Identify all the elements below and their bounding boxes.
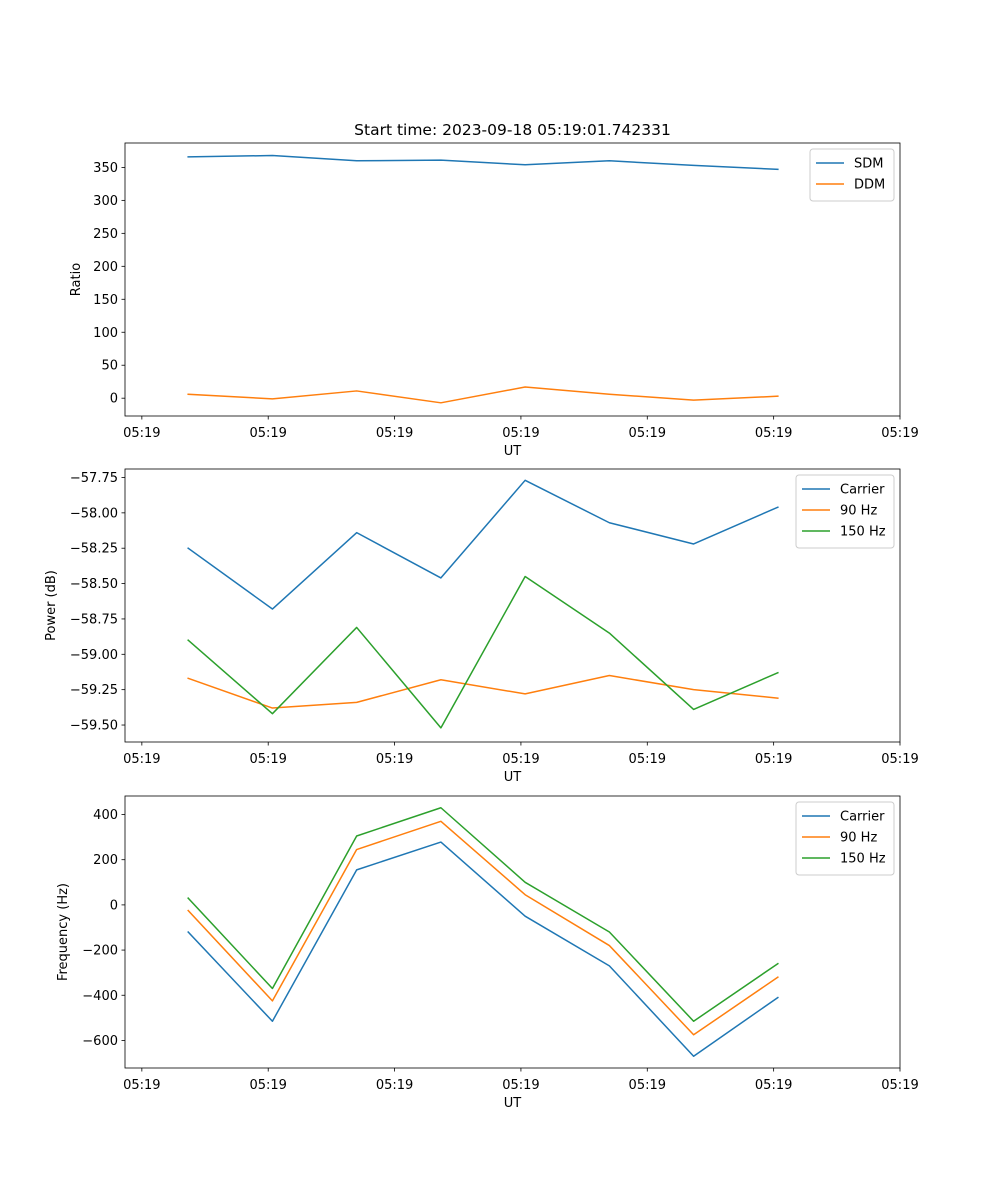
chart-title: Start time: 2023-09-18 05:19:01.742331 — [354, 121, 671, 139]
y-tick-label: −600 — [82, 1034, 118, 1049]
x-tick-label: 05:19 — [123, 1078, 160, 1093]
y-tick-label: 50 — [101, 359, 118, 374]
y-axis-label: Frequency (Hz) — [56, 883, 71, 981]
y-tick-label: 0 — [110, 392, 118, 407]
y-tick-label: −59.50 — [70, 719, 118, 734]
series-line-150-hz — [187, 575, 779, 729]
x-axis-label: UT — [504, 770, 522, 785]
series-line-90-hz — [187, 674, 779, 709]
x-tick-label: 05:19 — [755, 426, 792, 441]
legend-box — [795, 474, 895, 549]
x-tick-label: 05:19 — [502, 426, 539, 441]
y-tick-label: −59.25 — [70, 683, 118, 698]
series-line-ddm — [187, 386, 779, 404]
x-tick-label: 05:19 — [502, 1078, 539, 1093]
legend-box — [809, 148, 895, 202]
y-tick-label: 100 — [93, 326, 118, 341]
series-line-sdm — [187, 154, 779, 171]
y-tick-label: 350 — [93, 161, 118, 176]
legend-label: Carrier — [840, 810, 885, 825]
legend-label: 90 Hz — [840, 504, 877, 519]
x-tick-label: 05:19 — [249, 1078, 286, 1093]
y-axis-label: Power (dB) — [44, 570, 59, 641]
legend: Carrier 90 Hz 150 Hz — [795, 801, 895, 876]
y-axis-label: Ratio — [69, 263, 84, 296]
legend-label: SDM — [854, 157, 883, 172]
x-tick-label: 05:19 — [502, 752, 539, 767]
y-tick-label: 200 — [93, 853, 118, 868]
y-tick-label: 250 — [93, 227, 118, 242]
x-tick-label: 05:19 — [881, 752, 918, 767]
y-tick-label: −400 — [82, 989, 118, 1004]
legend-label: 150 Hz — [840, 852, 886, 867]
legend-label: Carrier — [840, 483, 885, 498]
x-tick-label: 05:19 — [755, 1078, 792, 1093]
x-tick-label: 05:19 — [249, 426, 286, 441]
y-tick-label: −57.75 — [70, 471, 118, 486]
x-tick-label: 05:19 — [755, 752, 792, 767]
x-tick-label: 05:19 — [629, 1078, 666, 1093]
legend-label: DDM — [854, 178, 885, 193]
panel-1: 05:19 05:19 05:19 05:19 05:19 05:19 05:19 0 50 10… — [69, 142, 919, 459]
y-tick-label: 400 — [93, 808, 118, 823]
y-tick-label: 0 — [110, 898, 118, 913]
series-line-150-hz — [187, 807, 779, 1022]
axes-frame — [124, 142, 901, 417]
y-tick-label: 200 — [93, 260, 118, 275]
x-tick-label: 05:19 — [629, 752, 666, 767]
legend-label: 90 Hz — [840, 831, 877, 846]
x-axis-label: UT — [504, 444, 522, 459]
series-line-carrier — [187, 479, 779, 610]
legend-label: 150 Hz — [840, 525, 886, 540]
x-tick-label: 05:19 — [376, 426, 413, 441]
panel-2: 05:19 05:19 05:19 05:19 05:19 05:19 05:19 −59.5… — [44, 468, 919, 785]
y-tick-label: 150 — [93, 293, 118, 308]
y-tick-label: −58.00 — [70, 506, 118, 521]
legend-box — [795, 801, 895, 876]
x-tick-label: 05:19 — [881, 1078, 918, 1093]
x-axis-label: UT — [504, 1096, 522, 1111]
y-tick-label: 300 — [93, 194, 118, 209]
x-tick-label: 05:19 — [123, 426, 160, 441]
x-tick-label: 05:19 — [629, 426, 666, 441]
axes-frame — [124, 468, 901, 743]
x-tick-label: 05:19 — [123, 752, 160, 767]
axes-frame — [124, 795, 901, 1069]
panel-3: 05:19 05:19 05:19 05:19 05:19 05:19 05:19 −600 −… — [56, 795, 919, 1111]
y-tick-label: −59.00 — [70, 648, 118, 663]
x-tick-label: 05:19 — [881, 426, 918, 441]
y-tick-label: −200 — [82, 944, 118, 959]
y-tick-label: −58.50 — [70, 577, 118, 592]
legend: SDM DDM — [809, 148, 895, 202]
y-tick-label: −58.75 — [70, 612, 118, 627]
series-line-carrier — [187, 841, 779, 1057]
x-tick-label: 05:19 — [376, 752, 413, 767]
series-line-90-hz — [187, 820, 779, 1036]
x-tick-label: 05:19 — [249, 752, 286, 767]
x-tick-label: 05:19 — [376, 1078, 413, 1093]
y-tick-label: −58.25 — [70, 542, 118, 557]
legend: Carrier 90 Hz 150 Hz — [795, 474, 895, 549]
